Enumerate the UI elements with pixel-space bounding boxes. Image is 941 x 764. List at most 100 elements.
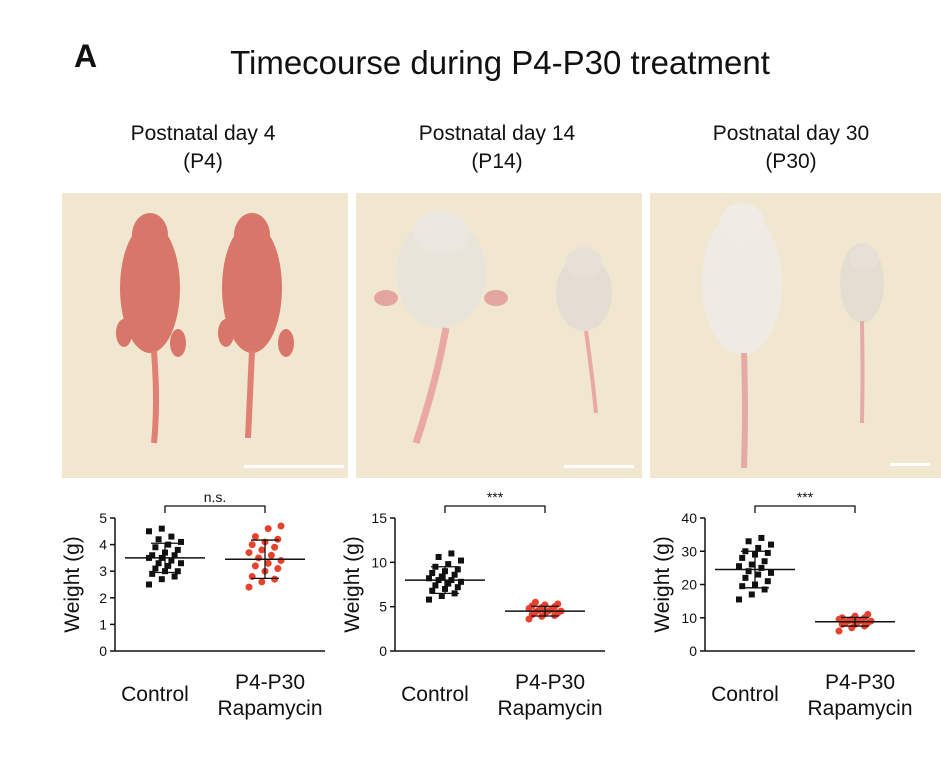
category-label: P4-P30 <box>515 671 585 694</box>
data-point-rapamycin <box>835 627 843 635</box>
column-title-line2: (P14) <box>471 150 523 173</box>
data-point-rapamycin <box>277 522 285 530</box>
category-label: Control <box>121 683 189 706</box>
data-point-control <box>758 534 765 541</box>
column-title-line2: (P30) <box>765 150 817 173</box>
category-label: P4-P30 <box>825 671 895 694</box>
data-point-rapamycin <box>864 610 872 618</box>
y-tick-label: 0 <box>99 643 107 659</box>
data-point-control <box>174 568 181 575</box>
category-label: Rapamycin <box>807 697 912 720</box>
data-point-control <box>764 578 771 585</box>
data-point-control <box>165 562 172 569</box>
data-point-control <box>742 574 749 581</box>
y-axis-label: Weight (g) <box>341 536 364 632</box>
data-point-control <box>739 583 746 590</box>
data-point-control <box>761 558 768 565</box>
data-point-control <box>171 552 178 559</box>
mouse-photo-p30-icon <box>702 203 930 469</box>
mouse-photo-p4-icon <box>116 213 344 468</box>
data-point-control <box>429 587 436 594</box>
data-point-control <box>764 549 771 556</box>
weight-chart-p30-svg: 0 10 20 30 40 Weight (g) *** Control P4-P30 Rapam… <box>651 489 915 720</box>
figure-title: Timecourse during P4-P30 treatment <box>230 44 770 81</box>
data-point-rapamycin <box>258 578 266 586</box>
data-point-rapamycin <box>264 525 272 533</box>
y-tick-label: 10 <box>371 554 387 570</box>
data-point-control <box>739 554 746 561</box>
column-title-p4: Postnatal day 4 (P4) <box>58 120 348 176</box>
data-point-rapamycin <box>274 565 282 573</box>
data-point-control <box>438 593 445 600</box>
y-tick-label: 40 <box>681 510 697 526</box>
significance-label: *** <box>487 489 504 505</box>
significance-bracket <box>164 505 266 513</box>
data-point-control <box>152 544 159 551</box>
photo-p30 <box>650 193 941 478</box>
data-point-control <box>768 541 774 548</box>
data-point-control <box>149 570 156 577</box>
column-title-line1: Postnatal day 30 <box>712 122 870 145</box>
y-tick-label: 20 <box>681 577 697 593</box>
data-point-control <box>426 596 432 603</box>
significance-label: n.s. <box>204 489 227 505</box>
data-point-rapamycin <box>274 535 282 543</box>
data-point-control <box>171 573 178 580</box>
data-point-control <box>755 571 762 578</box>
data-point-rapamycin <box>531 598 539 606</box>
y-axis-label: Weight (g) <box>61 536 84 632</box>
column-title-p30: Postnatal day 30 (P30) <box>646 120 936 176</box>
category-label: P4-P30 <box>235 671 305 694</box>
data-point-rapamycin <box>271 543 279 551</box>
category-label: Rapamycin <box>217 697 322 720</box>
y-tick-label: 2 <box>99 590 107 606</box>
y-tick-label: 15 <box>371 510 387 526</box>
data-point-control <box>155 560 162 567</box>
data-point-control <box>445 561 452 568</box>
y-tick-label: 5 <box>379 599 387 615</box>
data-point-rapamycin <box>255 554 263 562</box>
data-point-control <box>745 568 752 575</box>
data-point-rapamycin <box>271 575 279 583</box>
data-point-control <box>748 561 755 568</box>
data-point-control <box>155 536 162 543</box>
y-tick-label: 5 <box>99 510 107 526</box>
category-label: Rapamycin <box>497 697 602 720</box>
weight-chart-p4: 0 1 2 3 4 5 Weight (g) n.s. Control P4-P30 Rapamyc… <box>55 488 355 738</box>
data-point-control <box>736 563 742 570</box>
y-tick-label: 3 <box>99 563 107 579</box>
data-point-rapamycin <box>245 549 253 557</box>
data-point-control <box>158 525 165 532</box>
column-title-line2: (P4) <box>183 150 223 173</box>
data-point-control <box>146 528 152 535</box>
data-point-rapamycin <box>264 559 272 567</box>
data-point-control <box>149 552 156 559</box>
panel-letter: A <box>74 38 98 74</box>
data-point-rapamycin <box>245 583 253 591</box>
data-point-control <box>458 578 464 585</box>
data-point-rapamycin <box>251 533 259 541</box>
data-point-control <box>432 582 439 589</box>
y-tick-label: 0 <box>379 643 387 659</box>
data-point-rapamycin <box>258 546 266 554</box>
data-point-control <box>152 565 159 572</box>
data-point-control <box>435 554 442 561</box>
data-point-control <box>454 584 461 591</box>
data-point-control <box>755 544 762 551</box>
weight-chart-p14: 0 5 10 15 Weight (g) *** Control P4-P30 Rapamyci… <box>335 488 635 738</box>
y-tick-label: 30 <box>681 543 697 559</box>
data-point-rapamycin <box>267 551 275 559</box>
data-point-control <box>178 538 184 545</box>
photo-p4 <box>62 193 348 478</box>
data-point-control <box>454 566 461 573</box>
data-point-control <box>451 571 458 578</box>
column-title-line1: Postnatal day 4 <box>130 122 276 145</box>
significance-bracket <box>444 505 546 513</box>
data-point-control <box>146 581 152 588</box>
data-point-rapamycin <box>277 557 285 565</box>
data-point-control <box>429 569 436 576</box>
data-point-control <box>458 557 464 564</box>
mouse-photo-p14-icon <box>374 211 634 468</box>
significance-label: *** <box>797 489 814 505</box>
data-point-control <box>748 591 755 598</box>
